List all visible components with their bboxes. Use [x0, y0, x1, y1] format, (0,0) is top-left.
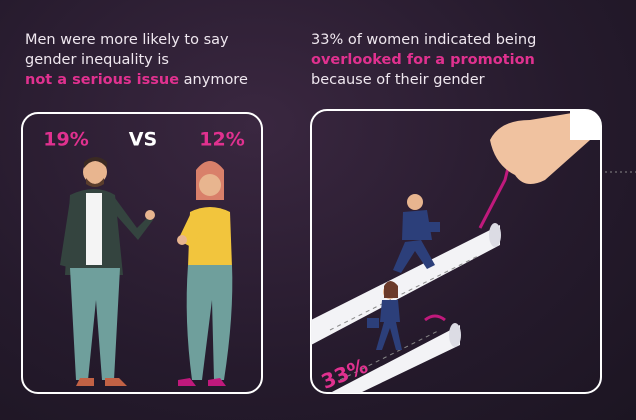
right-panel	[310, 109, 602, 394]
heading-highlight: overlooked for a promotion	[311, 52, 535, 68]
heading-line: because of their gender	[311, 72, 485, 88]
men-stat: 19%	[43, 129, 88, 151]
heading-line: gender inequality is	[25, 52, 169, 68]
left-panel	[21, 112, 263, 394]
heading-line: Men were more likely to say	[25, 32, 229, 48]
heading-line: not a serious issue anymore	[25, 70, 248, 90]
heading-highlight: not a serious issue	[25, 72, 180, 88]
right-heading: 33% of women indicated being overlooked …	[311, 30, 536, 90]
vs-label: VS	[129, 129, 157, 151]
left-heading: Men were more likely to say gender inequ…	[25, 30, 248, 90]
promotion-scene	[311, 110, 601, 393]
heading-text: anymore	[183, 72, 248, 88]
heading-line: 33% of women indicated being	[311, 32, 537, 48]
man-figure	[60, 157, 155, 386]
woman-figure	[177, 161, 233, 386]
women-stat: 12%	[199, 129, 244, 151]
